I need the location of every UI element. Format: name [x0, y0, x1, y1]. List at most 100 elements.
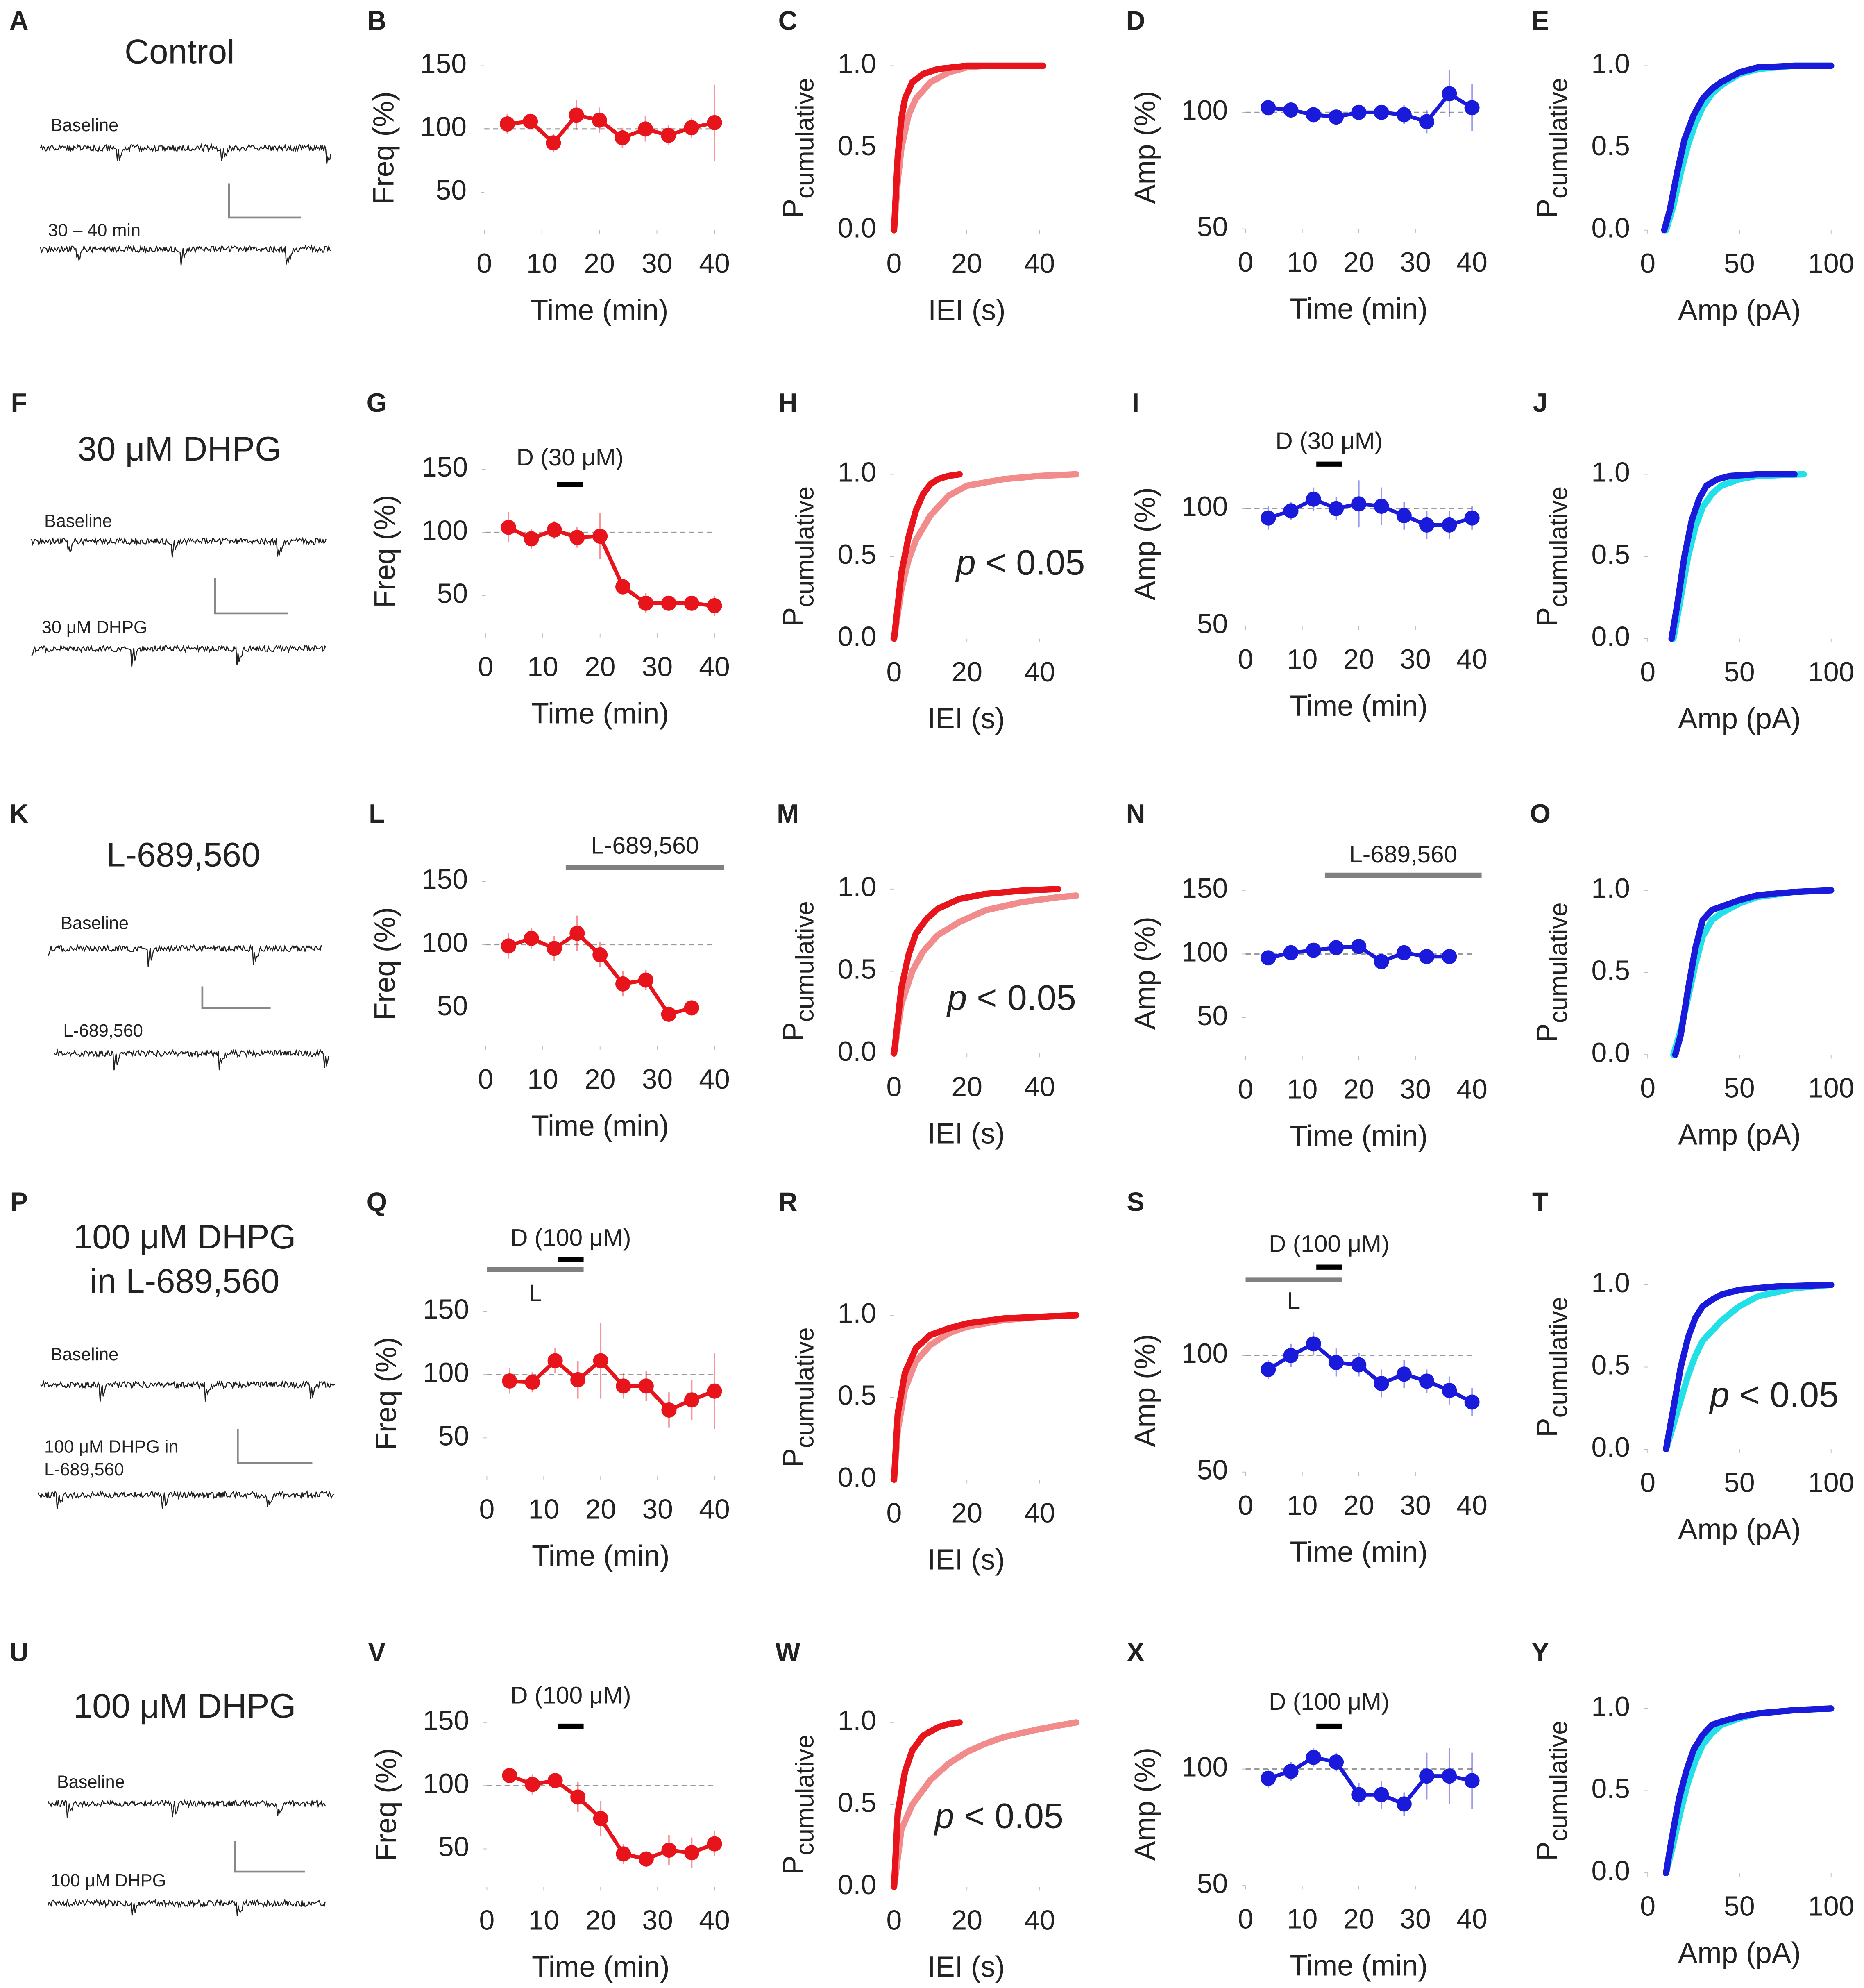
data-point: [684, 1000, 699, 1016]
data-point: [1464, 510, 1480, 526]
y-axis-label-main: Freq (%): [370, 1748, 402, 1861]
significance-note: p < 0.05: [933, 1796, 1064, 1836]
x-tick-label: 0: [1640, 657, 1655, 688]
panel-letter: J: [1533, 388, 1548, 418]
data-point: [1419, 1768, 1435, 1784]
trace-title: in L-689,560: [90, 1262, 279, 1300]
x-tick-label: 0: [476, 248, 492, 279]
x-tick-label: 40: [1456, 1074, 1488, 1105]
y-axis-label-main: P: [1531, 1418, 1563, 1437]
panel-letter: Q: [367, 1187, 387, 1216]
x-tick-label: 10: [527, 652, 558, 683]
x-tick-label: 20: [951, 1905, 982, 1936]
treatment-label: D (30 μM): [1275, 428, 1383, 454]
x-tick-label: 30: [1400, 644, 1431, 675]
y-axis-label-main: Freq (%): [369, 495, 401, 608]
x-tick-label: 30: [642, 1494, 673, 1525]
data-line: [891, 892, 1079, 1057]
data-point: [638, 595, 653, 611]
x-axis-label: Amp (pA): [1678, 1514, 1801, 1546]
treatment-label: L-689,560: [591, 832, 699, 859]
y-axis-label-main: P: [1531, 607, 1563, 626]
y-tick-label: 50: [1197, 212, 1228, 243]
y-tick-label: 1.0: [1592, 457, 1630, 488]
plot-panel: 0 20 40 0.0 0.5 1.0 IEI (s) Pcumulative p < 0.05: [777, 1705, 1079, 1983]
x-tick-label: 10: [527, 1064, 558, 1095]
plot-panel: 0 20 40 0.0 0.5 1.0 IEI (s) Pcumulative: [777, 48, 1055, 327]
data-line: [1668, 471, 1798, 642]
trace-label: L-689,560: [44, 1460, 124, 1480]
data-point: [638, 972, 653, 988]
current-trace: [54, 1048, 329, 1071]
data-point: [1351, 939, 1367, 954]
x-axis-label: Amp (pA): [1678, 1937, 1801, 1970]
data-line: [1670, 471, 1807, 642]
scale-bar: [237, 1429, 313, 1464]
treatment-label: D (100 μM): [1269, 1688, 1389, 1715]
x-tick-label: 100: [1808, 1073, 1854, 1104]
trace-label: Baseline: [50, 1345, 118, 1364]
current-trace: [48, 1898, 326, 1916]
panel-letter: W: [776, 1637, 801, 1667]
y-tick-label: 0.0: [838, 1870, 876, 1900]
x-tick-label: 20: [1343, 1904, 1374, 1934]
trace-panel: L-689,560 Baseline L-689,560: [48, 836, 329, 1071]
panel-letter: P: [10, 1187, 28, 1216]
y-tick-label: 150: [422, 864, 468, 895]
panel-letter: K: [9, 799, 29, 828]
y-axis-label: Freq (%): [370, 1748, 402, 1861]
significance-note: p < 0.05: [946, 978, 1076, 1017]
data-point: [1261, 510, 1276, 526]
y-tick-label: 150: [420, 48, 467, 79]
plot-panel: 0 10 20 30 40 50 100 150 Time (min) Freq (%) L-689…: [369, 832, 730, 1142]
y-tick-label: 0.5: [1592, 1350, 1630, 1380]
x-tick-label: 40: [699, 652, 730, 683]
data-point: [707, 1383, 722, 1399]
y-tick-label: 100: [1181, 491, 1228, 522]
data-point: [1261, 950, 1276, 966]
data-point: [524, 930, 539, 946]
y-axis-label-sub: cumulative: [1544, 902, 1573, 1023]
panel-letter: X: [1127, 1637, 1144, 1667]
data-point: [501, 520, 516, 535]
y-tick-label: 100: [423, 1768, 469, 1799]
x-tick-label: 0: [1640, 248, 1655, 279]
scale-bar: [201, 986, 271, 1009]
panel-letter: N: [1126, 799, 1145, 828]
x-tick-label: 10: [528, 1494, 560, 1525]
y-tick-label: 150: [1181, 873, 1228, 904]
data-point: [1396, 945, 1412, 960]
y-axis-label-main: Freq (%): [370, 1337, 402, 1450]
treatment-label: D (100 μM): [510, 1224, 631, 1251]
data-point: [570, 1372, 586, 1387]
x-tick-label: 100: [1808, 1891, 1854, 1922]
plot-panel: 0 50 100 0.0 0.5 1.0 Amp (pA) Pcumulative: [1531, 457, 1854, 735]
data-line: [1672, 887, 1835, 1058]
data-point: [1374, 498, 1389, 514]
data-point: [1419, 1373, 1435, 1389]
y-tick-label: 0.0: [838, 213, 876, 244]
x-tick-label: 0: [887, 248, 902, 279]
y-tick-label: 0.5: [1592, 1773, 1630, 1804]
data-point: [1329, 1754, 1344, 1770]
x-axis-label: IEI (s): [927, 703, 1005, 735]
x-tick-label: 0: [887, 657, 902, 688]
data-line: [1663, 1705, 1835, 1876]
y-tick-label: 50: [438, 1831, 469, 1862]
y-axis-label-main: Amp (%): [1129, 917, 1161, 1030]
data-line: [891, 62, 1047, 234]
y-axis-label-main: Amp (%): [1129, 1334, 1161, 1447]
x-axis-label: Time (min): [532, 1540, 670, 1572]
treatment-label: L-689,560: [1349, 841, 1457, 868]
data-point: [547, 941, 562, 956]
x-tick-label: 0: [478, 652, 493, 683]
plot-panel: 0 10 20 30 40 50 100 150 Time (min) Freq (%): [367, 48, 730, 327]
x-tick-label: 20: [1343, 1490, 1374, 1521]
x-axis-label: IEI (s): [928, 294, 1005, 327]
x-tick-label: 40: [1456, 247, 1488, 278]
y-axis-label-sub: cumulative: [1544, 1297, 1573, 1418]
data-point: [1374, 104, 1389, 120]
trace-label: 30 μM DHPG: [42, 617, 147, 637]
